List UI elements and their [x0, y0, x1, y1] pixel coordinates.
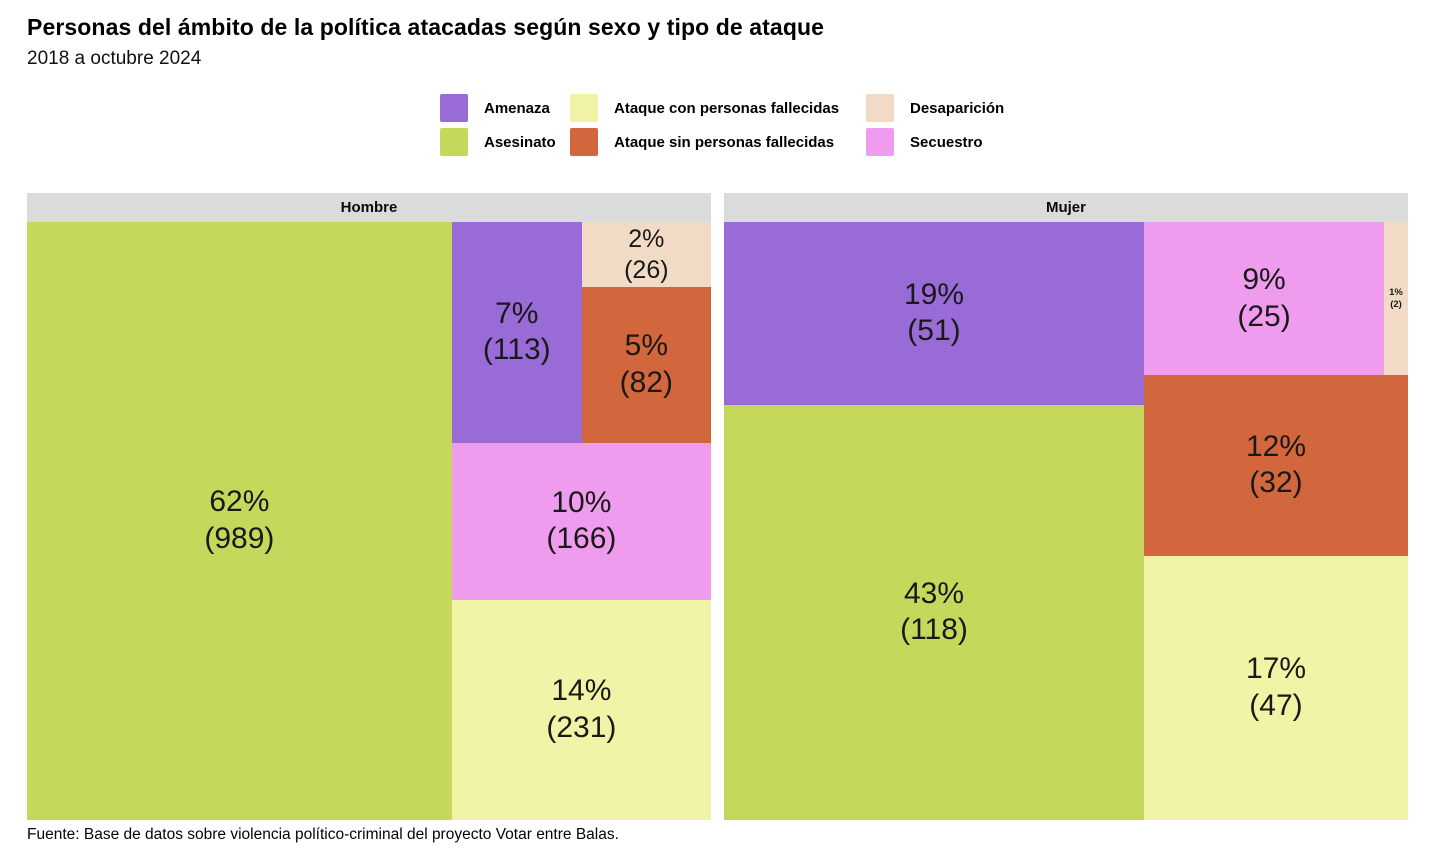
chart-title: Personas del ámbito de la política ataca…	[27, 14, 825, 40]
facet-header-hombre: Hombre	[27, 193, 711, 222]
legend-swatch-secuestro	[866, 128, 894, 156]
block-pct-label: 9%	[1242, 262, 1286, 296]
treemap-block-hombre-amenaza: 7% (113)	[451, 222, 582, 443]
treemap-block-mujer-amenaza: 19% (51)	[724, 222, 1144, 405]
treemap-block-mujer-ataque-sin-personas-fallecidas: 12% (32)	[1143, 375, 1408, 556]
legend-label: Ataque sin personas fallecidas	[614, 133, 835, 151]
block-count-label: (32)	[1249, 466, 1303, 500]
legend-label: Desaparición	[910, 99, 1005, 117]
legend-label: Asesinato	[484, 133, 556, 151]
block-count-label: (26)	[624, 255, 669, 284]
legend-swatch-amenaza	[440, 94, 468, 122]
legend-item-secuestro: Secuestro	[866, 128, 1026, 156]
legend-column: Desaparición Secuestro	[866, 94, 1026, 162]
panel-hombre: Hombre 62% (989) 7% (113) 2% (26) 5% (82) 10% (166…	[27, 193, 711, 820]
legend-column: Amenaza Asesinato	[440, 94, 570, 162]
legend-swatch-ataque-con-personas-fallecidas	[570, 94, 598, 122]
block-count-label: (25)	[1237, 299, 1291, 333]
block-count-label: (231)	[546, 710, 617, 744]
panel-body-mujer: 19% (51) 9% (25) 1% (2) 12% (32) 43% (118) 17% (47)	[724, 222, 1408, 820]
treemap-block-hombre-ataque-sin-personas-fallecidas: 5% (82)	[581, 287, 711, 443]
legend-swatch-desaparicion	[866, 94, 894, 122]
treemap-block-hombre-asesinato: 62% (989)	[27, 222, 452, 820]
legend: Amenaza Asesinato Ataque con personas fall…	[440, 94, 1026, 162]
source-note: Fuente: Base de datos sobre violencia po…	[27, 826, 619, 843]
block-pct-label: 19%	[903, 277, 964, 311]
treemap-block-hombre-desaparicion: 2% (26)	[581, 222, 711, 288]
panel-body-hombre: 62% (989) 7% (113) 2% (26) 5% (82) 10% (166) 14% (2…	[27, 222, 711, 820]
facet-header-mujer: Mujer	[724, 193, 1408, 222]
legend-item-amenaza: Amenaza	[440, 94, 570, 122]
block-pct-label: 12%	[1245, 429, 1306, 463]
treemap-block-mujer-desaparicion: 1% (2)	[1384, 222, 1408, 376]
block-pct-label: 62%	[209, 485, 270, 519]
treemap-block-hombre-ataque-con-personas-fallecidas: 14% (231)	[451, 599, 711, 820]
treemap-block-mujer-ataque-con-personas-fallecidas: 17% (47)	[1143, 555, 1408, 820]
block-pct-label: 2%	[628, 225, 665, 254]
block-pct-label: 14%	[551, 674, 612, 708]
block-count-label: (47)	[1249, 688, 1303, 722]
block-count-label: (51)	[907, 314, 961, 348]
block-count-label: (2)	[1390, 298, 1402, 310]
block-pct-label: 43%	[903, 576, 964, 610]
legend-label: Secuestro	[910, 133, 983, 151]
block-count-label: (113)	[482, 333, 551, 367]
legend-item-desaparicion: Desaparición	[866, 94, 1026, 122]
block-pct-label: 1%	[1389, 286, 1403, 298]
block-pct-label: 7%	[495, 296, 539, 330]
block-pct-label: 10%	[551, 485, 612, 519]
block-pct-label: 17%	[1245, 652, 1306, 686]
legend-label: Amenaza	[484, 99, 550, 117]
treemap-block-mujer-secuestro: 9% (25)	[1143, 222, 1385, 376]
legend-item-ataque-sin-personas-fallecidas: Ataque sin personas fallecidas	[570, 128, 866, 156]
panel-mujer: Mujer 19% (51) 9% (25) 1% (2) 12% (32) 43% (118) 17…	[724, 193, 1408, 820]
block-count-label: (118)	[900, 613, 968, 647]
block-count-label: (989)	[204, 522, 275, 555]
legend-label: Ataque con personas fallecidas	[614, 99, 840, 117]
treemap-block-mujer-asesinato: 43% (118)	[724, 404, 1144, 820]
legend-item-asesinato: Asesinato	[440, 128, 570, 156]
block-count-label: (82)	[619, 365, 674, 399]
legend-column: Ataque con personas fallecidas Ataque sin…	[570, 94, 866, 162]
block-pct-label: 5%	[624, 329, 669, 363]
treemap-block-hombre-secuestro: 10% (166)	[451, 442, 711, 600]
legend-swatch-asesinato	[440, 128, 468, 156]
legend-swatch-ataque-sin-personas-fallecidas	[570, 128, 598, 156]
block-count-label: (166)	[546, 522, 617, 556]
chart-subtitle: 2018 a octubre 2024	[27, 48, 202, 69]
legend-item-ataque-con-personas-fallecidas: Ataque con personas fallecidas	[570, 94, 866, 122]
